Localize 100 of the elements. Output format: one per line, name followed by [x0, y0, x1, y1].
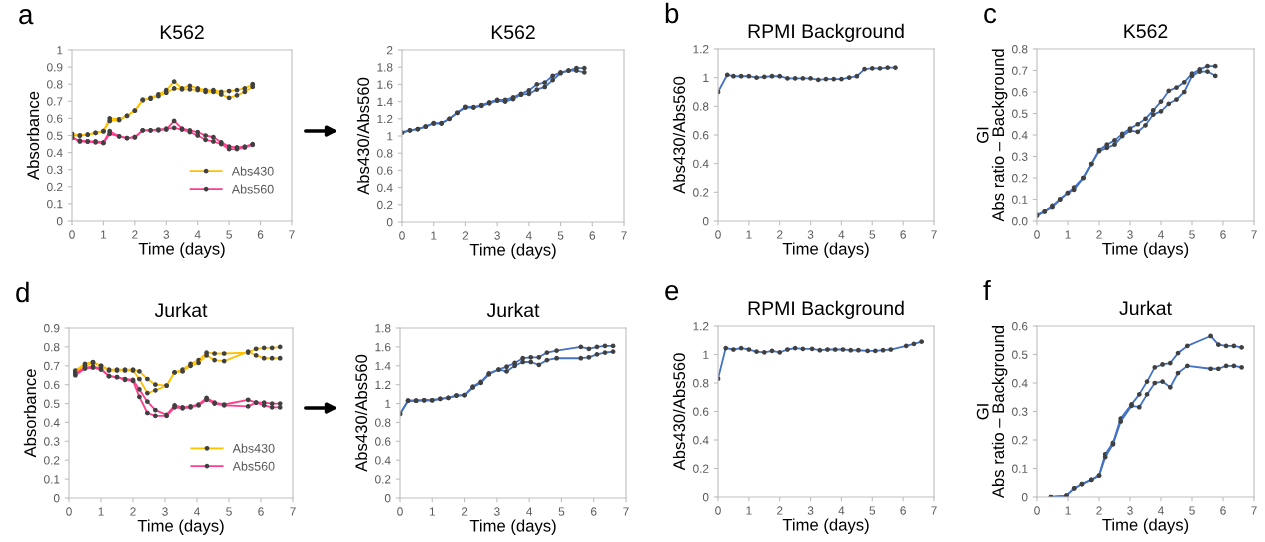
x-tick-label: 6: [258, 507, 264, 516]
x-tick-label: 4: [1157, 230, 1164, 239]
y-tick-label: 0.5: [1012, 350, 1028, 359]
x-tick-label: 7: [623, 507, 629, 516]
y-tick-label: 0.6: [1012, 88, 1028, 97]
y-tick-label: 0.7: [1012, 66, 1028, 75]
y-tick-label: 0.6: [693, 407, 709, 416]
x-tick-label: 5: [1189, 506, 1195, 515]
y-axis-title: Abs430/Abs560: [672, 353, 686, 471]
y-tick-label: 0.9: [47, 63, 63, 72]
x-tick-label: 2: [1096, 230, 1102, 239]
y-tick-label: 0.2: [1012, 436, 1028, 445]
x-tick-label: 6: [257, 230, 264, 239]
chart-title: K562: [491, 25, 535, 40]
y-tick-label: 1.2: [377, 114, 393, 124]
x-tick-label: 1: [101, 230, 107, 239]
y-tick-label: 0.6: [693, 131, 709, 140]
x-tick-label: 6: [900, 506, 906, 515]
y-tick-label: 0.4: [377, 183, 393, 192]
y-tick-label: 1.6: [377, 80, 393, 89]
y-tick-label: 0.2: [377, 200, 393, 210]
x-tick-label: 0: [1034, 506, 1040, 515]
x-tick-label: 4: [194, 230, 201, 239]
x-tick-label: 6: [1220, 506, 1226, 515]
y-axis-title: Abs430/Abs560: [354, 354, 368, 472]
x-tick-label: 0: [715, 230, 721, 239]
x-tick-label: 5: [869, 506, 876, 515]
y-tick-label: 0.3: [1012, 407, 1028, 416]
x-axis-title: Time (days): [1102, 242, 1189, 258]
y-tick-label: 1.2: [693, 322, 709, 331]
x-tick-label: 4: [193, 507, 200, 516]
x-tick-label: 2: [132, 230, 138, 239]
x-axis-title: Time (days): [1102, 518, 1189, 534]
chart-title: Jurkat: [486, 302, 540, 318]
y-tick-label: 0.1: [47, 199, 63, 209]
chart-title: Jurkat: [1119, 300, 1172, 316]
y-tick-label: 0: [1021, 493, 1028, 502]
x-tick-label: 0: [66, 507, 72, 516]
x-axis-title: Time (days): [469, 519, 556, 535]
y-axis-title: GI Abs ratio – Background: [976, 49, 1008, 222]
y-tick-label: 0.8: [693, 379, 709, 388]
x-tick-label: 5: [869, 230, 876, 239]
x-tick-label: 7: [290, 507, 296, 516]
y-tick-label: 0.6: [377, 166, 393, 175]
y-tick-label: 1: [703, 73, 709, 82]
y-tick-label: 0.2: [693, 188, 709, 197]
y-tick-label: 0.7: [44, 361, 60, 371]
x-tick-label: 6: [1220, 230, 1226, 239]
y-tick-label: 0.1: [1012, 195, 1028, 204]
x-tick-label: 7: [1251, 506, 1257, 515]
x-tick-label: 4: [526, 507, 533, 516]
x-tick-label: 6: [900, 230, 906, 239]
x-tick-label: 1: [1065, 506, 1071, 515]
y-tick-label: 0.4: [47, 148, 63, 157]
y-tick-label: 0.2: [693, 464, 709, 473]
y-tick-label: 0.9: [44, 324, 60, 333]
x-tick-label: 3: [163, 230, 170, 239]
x-tick-label: 0: [69, 230, 75, 239]
x-tick-label: 2: [461, 507, 468, 516]
text: d: [16, 281, 29, 303]
x-tick-label: 7: [621, 231, 627, 240]
text: e: [665, 285, 679, 301]
x-tick-label: 4: [525, 231, 532, 240]
x-tick-label: 4: [838, 230, 845, 239]
x-tick-label: 1: [746, 230, 752, 239]
y-tick-label: 1: [57, 46, 63, 55]
y-tick-label: 1.8: [377, 63, 393, 72]
x-tick-label: 3: [1127, 230, 1133, 239]
y-tick-label: 0.6: [375, 437, 391, 446]
x-axis-title: Time (days): [782, 242, 869, 258]
x-tick-label: 4: [838, 506, 845, 515]
x-tick-label: 0: [1034, 230, 1040, 239]
x-tick-label: 2: [462, 231, 469, 240]
x-tick-label: 4: [1157, 506, 1164, 515]
y-tick-label: 0.4: [1012, 131, 1028, 140]
chart-title: Jurkat: [154, 302, 208, 318]
x-tick-label: 3: [494, 507, 500, 516]
legend-label: Abs560: [231, 184, 274, 194]
text: a: [19, 9, 34, 25]
y-tick-label: 0.4: [1012, 379, 1028, 388]
y-tick-label: 0.5: [1012, 109, 1028, 118]
y-tick-label: 0.3: [47, 165, 63, 175]
y-tick-label: 0.3: [1012, 152, 1028, 161]
x-tick-label: 2: [777, 506, 783, 515]
y-tick-label: 1: [385, 399, 391, 408]
y-tick-label: 0.2: [1012, 174, 1028, 183]
chart-title: RPMI Background: [748, 23, 904, 42]
y-tick-label: 0.8: [375, 418, 391, 427]
y-tick-label: 1.2: [375, 380, 391, 389]
y-axis-title: GI Abs ratio – Background: [976, 325, 1008, 499]
x-tick-label: 2: [1096, 506, 1102, 515]
y-tick-label: 0.4: [693, 159, 709, 169]
x-tick-label: 7: [1251, 230, 1257, 239]
chart-title: RPMI Background: [748, 300, 904, 319]
y-tick-label: 0.6: [1012, 322, 1028, 331]
y-tick-label: 0.8: [47, 80, 63, 89]
y-tick-label: 0.0: [1012, 217, 1028, 226]
x-tick-label: 5: [226, 507, 232, 516]
y-tick-label: 0.8: [44, 342, 60, 352]
x-tick-label: 5: [557, 231, 564, 240]
